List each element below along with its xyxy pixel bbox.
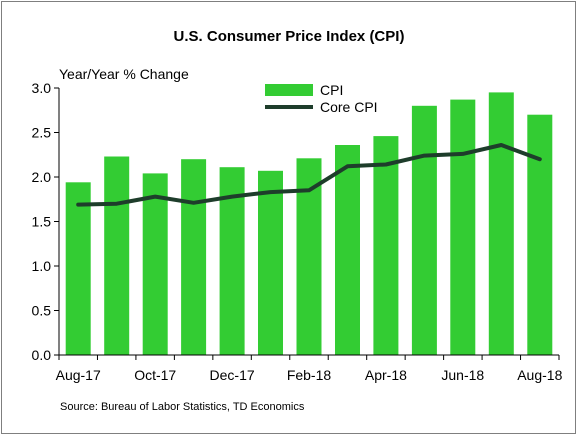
x-tick-label: Apr-18: [365, 367, 407, 383]
axes: 0.0 0.5 1.0 1.5 2.0 2.5 3.0 Aug-17 Oct-17 Dec-17 F…: [32, 80, 563, 383]
core-cpi-line-layer: [76, 143, 542, 207]
legend-core-cpi-label: Core CPI: [320, 99, 378, 115]
y-tick-label: 0.5: [32, 303, 52, 319]
cpi-bar-aug-17: [65, 182, 91, 355]
y-tick-label: 1.0: [32, 258, 52, 274]
cpi-bar-jan-18: [258, 170, 283, 355]
legend-cpi-swatch: [265, 84, 313, 96]
source-note: Source: Bureau of Labor Statistics, TD E…: [60, 401, 305, 413]
y-tick-label: 1.5: [32, 214, 52, 230]
x-tick-label: Jun-18: [441, 367, 484, 383]
cpi-bar-jul-18: [488, 92, 514, 356]
cpi-bar-oct-17: [142, 173, 168, 355]
cpi-bar-apr-18: [373, 136, 399, 355]
chart-frame: U.S. Consumer Price Index (CPI) Year/Yea…: [1, 1, 576, 434]
cpi-bar-sep-17: [104, 156, 130, 355]
x-tick-label: Aug-18: [517, 367, 562, 383]
cpi-bars: [65, 92, 553, 356]
core-cpi-line: [76, 143, 542, 207]
x-tick-label: Aug-17: [56, 367, 101, 383]
chart-title: U.S. Consumer Price Index (CPI): [174, 28, 405, 45]
y-axis-label: Year/Year % Change: [59, 66, 189, 82]
cpi-bar-aug-18: [527, 114, 553, 355]
y-tick-label: 2.0: [32, 169, 52, 185]
cpi-chart: U.S. Consumer Price Index (CPI) Year/Yea…: [32, 28, 563, 413]
y-tick-label: 3.0: [32, 80, 52, 96]
y-tick-label: 2.5: [32, 125, 52, 141]
x-tick-label: Dec-17: [210, 367, 255, 383]
cpi-bar-may-18: [411, 105, 437, 355]
y-tick-label: 0.0: [32, 347, 52, 363]
legend-cpi-label: CPI: [320, 82, 343, 98]
cpi-bar-mar-18: [335, 145, 360, 355]
cpi-bar-nov-17: [181, 159, 207, 355]
x-tick-label: Oct-17: [134, 367, 176, 383]
x-tick-label: Feb-18: [287, 367, 332, 383]
cpi-bar-jun-18: [450, 99, 476, 355]
cpi-bar-feb-18: [296, 158, 322, 355]
